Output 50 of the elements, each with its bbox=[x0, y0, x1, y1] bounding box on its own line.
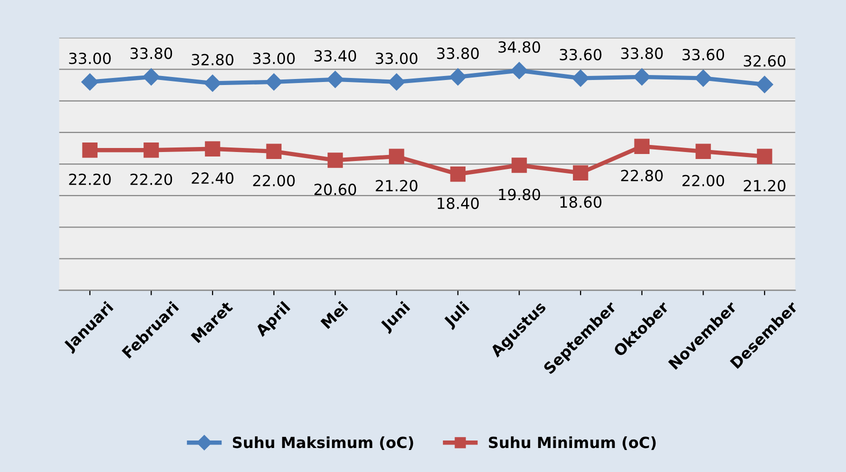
data-label: 22.20 bbox=[130, 174, 172, 186]
data-label: 33.40 bbox=[314, 50, 356, 62]
point bbox=[204, 141, 220, 157]
data-label: 33.60 bbox=[560, 48, 602, 60]
data-label: 32.80 bbox=[192, 54, 234, 66]
point bbox=[450, 166, 466, 182]
point bbox=[510, 62, 528, 80]
data-label: 32.60 bbox=[744, 55, 786, 67]
data-label: 33.00 bbox=[376, 52, 418, 64]
point bbox=[694, 70, 712, 87]
point bbox=[756, 148, 772, 164]
data-label: 33.80 bbox=[437, 48, 479, 60]
data-label: 18.40 bbox=[438, 198, 479, 210]
point bbox=[634, 138, 650, 154]
point bbox=[265, 73, 282, 91]
legend-label: Suhu Minimum (oC) bbox=[488, 436, 656, 450]
point bbox=[81, 73, 98, 91]
data-label: 33.60 bbox=[682, 48, 724, 60]
point bbox=[326, 70, 344, 88]
data-label: 33.80 bbox=[130, 48, 172, 60]
point bbox=[633, 68, 650, 86]
point bbox=[572, 70, 590, 87]
data-label: 19.80 bbox=[499, 188, 540, 200]
data-label: 22.40 bbox=[192, 172, 234, 184]
point bbox=[756, 76, 774, 94]
point bbox=[328, 152, 343, 168]
legend-label: Suhu Maksimum (oC) bbox=[232, 436, 414, 450]
data-label: 33.00 bbox=[69, 52, 111, 64]
point bbox=[512, 158, 527, 173]
data-label: 34.80 bbox=[498, 41, 540, 53]
point bbox=[266, 144, 282, 160]
point bbox=[388, 148, 404, 164]
data-label: 33.00 bbox=[253, 52, 295, 64]
data-label: 21.20 bbox=[744, 180, 786, 192]
point bbox=[572, 165, 588, 180]
data-label: 18.60 bbox=[560, 196, 602, 208]
data-label: 22.80 bbox=[621, 170, 663, 182]
data-label: 21.20 bbox=[376, 180, 418, 192]
data-label: 20.60 bbox=[314, 184, 356, 196]
point bbox=[449, 68, 466, 86]
point bbox=[204, 74, 222, 92]
point bbox=[142, 68, 160, 86]
data-label: 33.80 bbox=[621, 48, 663, 60]
point bbox=[144, 142, 159, 158]
point bbox=[82, 142, 98, 158]
data-label: 22.20 bbox=[69, 174, 111, 186]
data-label: 22.00 bbox=[682, 174, 724, 186]
point bbox=[696, 144, 711, 160]
data-label: 22.00 bbox=[253, 174, 295, 186]
point bbox=[388, 73, 406, 91]
